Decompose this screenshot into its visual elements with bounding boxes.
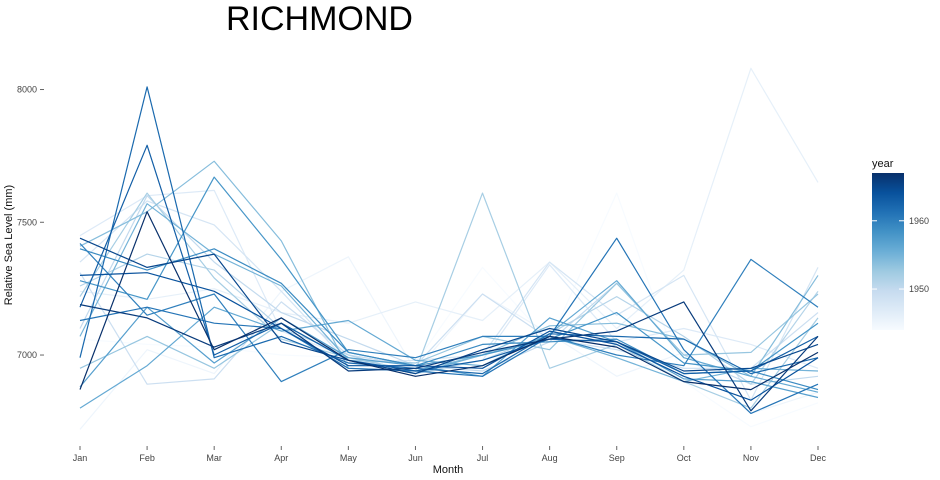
- x-tick-label: Nov: [743, 453, 760, 463]
- x-axis: Jan Feb Mar Apr May Jun Jul Aug Sep Oct Nov Dec: [73, 446, 827, 463]
- x-axis-title: Month: [433, 464, 464, 476]
- series-line-1946: [79, 67, 819, 330]
- series-lines: [79, 67, 819, 430]
- chart-title: RICHMOND: [226, 0, 413, 38]
- series-line-1964: [79, 272, 819, 401]
- x-tick-label: Jul: [477, 453, 489, 463]
- y-tick-label: 8000: [17, 85, 37, 95]
- series-line-1967: [79, 211, 819, 391]
- legend-colorbar: [872, 173, 904, 330]
- x-tick-label: Mar: [206, 453, 222, 463]
- x-tick-label: Jun: [408, 453, 423, 463]
- series-line-1965: [79, 237, 819, 375]
- series-line-1949: [79, 272, 819, 385]
- legend-title: year: [872, 158, 894, 170]
- x-tick-label: Aug: [542, 453, 558, 463]
- series-line-1966: [79, 301, 819, 412]
- y-axis-title: Relative Sea Level (mm): [3, 185, 15, 305]
- series-line-1948: [79, 200, 819, 401]
- y-axis: 7000 7500 8000: [17, 85, 44, 360]
- x-tick-label: Oct: [677, 453, 692, 463]
- series-line-1953: [79, 282, 819, 369]
- x-tick-label: Apr: [274, 453, 288, 463]
- series-line-1945: [79, 256, 819, 430]
- legend-tick-label: 1960: [909, 216, 929, 226]
- series-line-1952: [79, 192, 819, 409]
- x-tick-label: Dec: [810, 453, 827, 463]
- series-line-1950: [79, 195, 819, 385]
- year-color-legend: year 1950 1960: [872, 158, 929, 330]
- legend-tick-label: 1950: [909, 284, 929, 294]
- x-tick-label: May: [340, 453, 358, 463]
- series-line-1944: [79, 192, 819, 428]
- x-tick-label: Jan: [73, 453, 88, 463]
- x-tick-label: Feb: [139, 453, 155, 463]
- x-tick-label: Sep: [609, 453, 625, 463]
- series-line-1960: [79, 243, 819, 383]
- series-line-1956: [79, 280, 819, 409]
- y-tick-label: 7500: [17, 217, 37, 227]
- y-tick-label: 7000: [17, 350, 37, 360]
- series-line-1963: [79, 144, 819, 375]
- series-line-1958: [79, 176, 819, 372]
